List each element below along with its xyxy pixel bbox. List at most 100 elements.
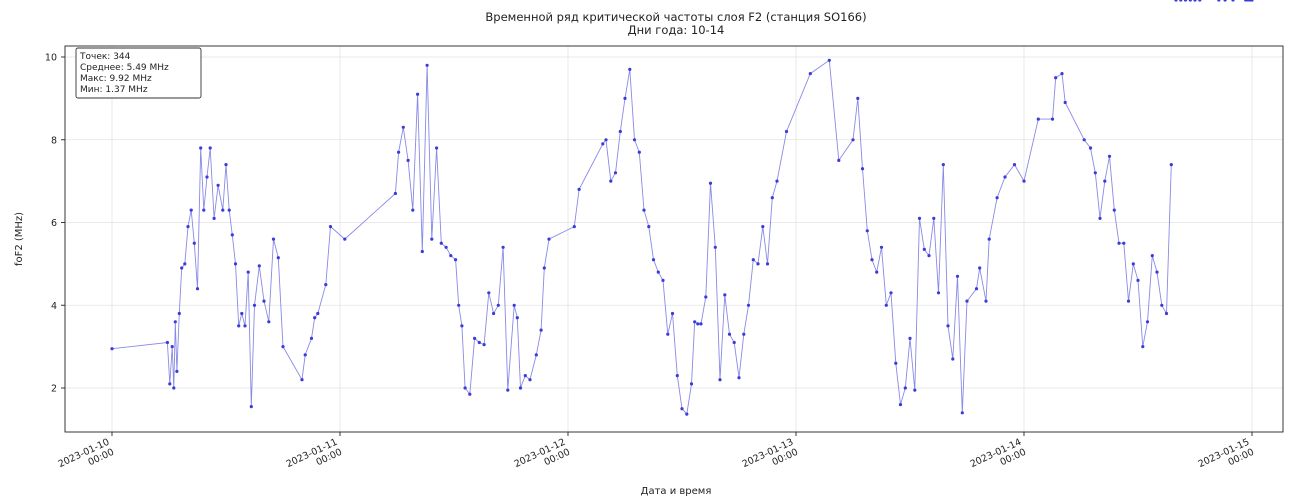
data-point [903,386,907,390]
data-point [1188,0,1192,2]
data-point [742,332,746,336]
data-point [195,287,200,291]
y-tick-label: 10 [45,53,57,64]
data-point [300,378,304,382]
data-point [1012,163,1017,167]
data-point [168,382,172,386]
data-point [224,163,228,167]
data-point [518,386,523,390]
y-axis-label: foF2 (MHz) [14,212,25,266]
data-point [651,258,656,262]
data-point [473,336,477,340]
data-point [875,270,879,274]
data-point [243,324,247,328]
data-point [987,237,991,241]
data-point [313,316,317,320]
data-point [175,369,179,373]
data-point [922,247,926,251]
data-point [1088,146,1093,150]
data-point [492,311,496,316]
data-point [523,374,527,378]
data-point [110,347,114,351]
data-point [708,181,713,185]
data-point [237,324,241,328]
data-point [932,216,936,220]
data-point [1217,0,1221,2]
data-point [604,138,608,142]
data-point [1169,163,1173,167]
chart-subtitle: Дни года: 10-14 [628,23,725,37]
data-point [685,412,689,416]
data-point [1198,0,1202,2]
data-point [577,187,581,191]
data-point [528,378,532,382]
data-point [230,233,234,237]
data-point [1150,254,1154,258]
data-point [699,322,703,326]
data-point [271,237,276,241]
data-point [737,376,741,380]
data-point [515,316,519,320]
data-point [401,125,405,129]
data-point [732,340,736,345]
data-point [870,258,874,262]
data-point [572,225,576,229]
data-point [303,353,307,357]
data-point [1112,208,1116,212]
data-point [746,303,751,307]
data-point [898,403,903,407]
data-point [1223,0,1227,2]
data-point [960,411,964,415]
data-point [212,216,216,220]
data-point [974,287,979,291]
data-point [689,382,694,386]
stats-points: Точек: 344 [79,52,131,62]
data-point [1155,270,1159,274]
data-point [894,361,898,365]
data-point [713,245,717,249]
data-point [1250,0,1254,2]
data-point [324,283,328,287]
data-point [328,225,333,229]
data-point [1122,241,1126,245]
data-point [680,407,684,411]
data-point [425,63,429,67]
data-point [856,96,860,100]
data-point [435,146,439,150]
data-point [1117,241,1121,245]
data-point [249,405,253,409]
data-point [1126,299,1131,303]
data-point [765,262,770,266]
data-point [183,262,187,266]
data-point [267,320,271,324]
data-point [601,142,605,146]
data-point [1060,72,1064,76]
data-point [1160,303,1164,307]
data-point [460,324,464,328]
data-point [784,129,789,134]
data-point [628,67,632,71]
data-point [257,264,261,268]
data-point [704,295,708,299]
data-point [416,92,420,96]
data-point [189,208,193,212]
data-point [770,196,774,200]
data-point [1131,262,1135,266]
data-point [908,336,912,340]
data-point [506,388,510,392]
data-point [1050,117,1055,121]
stats-box: Точек: 344 Среднее: 5.49 MHz Макс: 9.92 … [75,47,202,99]
data-point [1141,345,1145,349]
data-point [884,303,888,307]
data-point [1098,216,1102,220]
data-point [693,320,697,324]
data-point [454,258,458,262]
data-point [262,299,266,303]
data-point [205,175,209,179]
data-point [984,299,988,303]
data-point [756,262,760,266]
